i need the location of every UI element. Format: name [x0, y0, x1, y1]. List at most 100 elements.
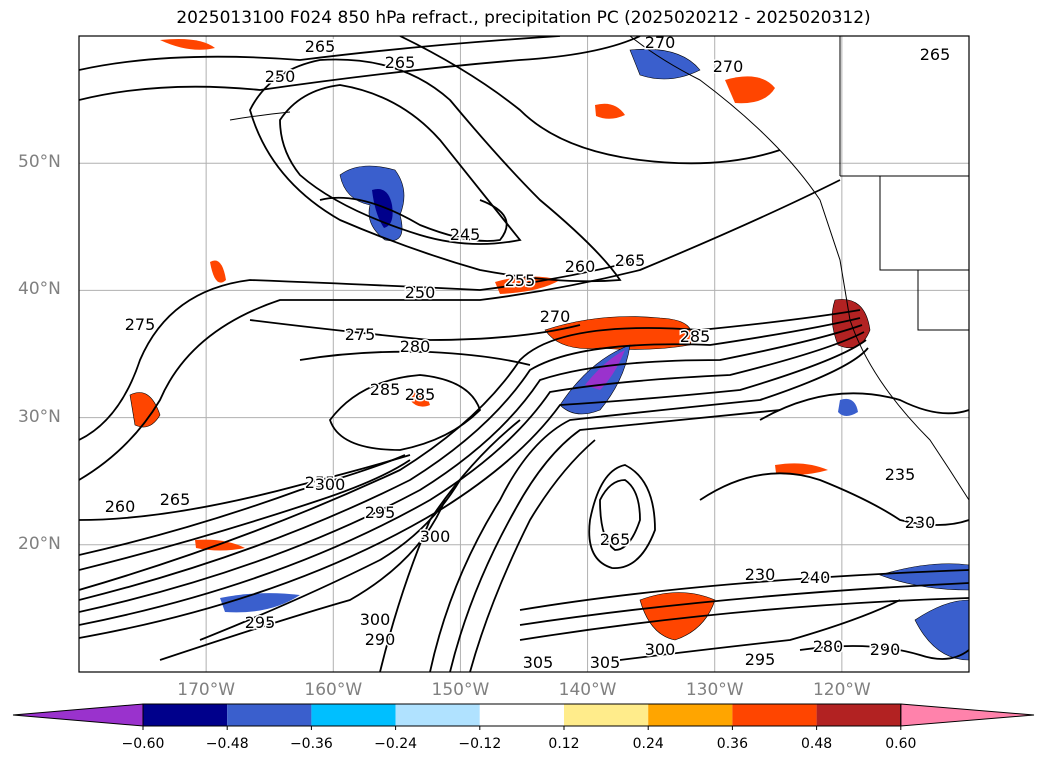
precip-blob-blue [629, 48, 701, 80]
contour-label: 270 [540, 307, 571, 326]
contour-label: 255 [305, 473, 336, 492]
contour-label: 285 [680, 327, 711, 346]
contour-line [799, 645, 969, 660]
contour-line [249, 319, 581, 341]
chart-title: 2025013100 F024 850 hPa refract., precip… [176, 8, 871, 28]
contour-label: 295 [365, 503, 396, 522]
contour-line [79, 36, 561, 71]
precip-blob-orange [160, 39, 215, 50]
contour-line [299, 350, 531, 366]
contour-line [429, 347, 869, 672]
precip-blob-orange [410, 391, 430, 407]
contour-label: 305 [523, 653, 554, 672]
contour-line [79, 324, 863, 613]
contour-line [79, 331, 865, 626]
contour-label: 265 [920, 45, 951, 64]
contour-line [79, 459, 411, 571]
contour-line [599, 479, 641, 551]
contour-line [449, 409, 781, 672]
colorbar-tick-label: 0.60 [885, 736, 917, 752]
colorbar-segment [816, 704, 901, 726]
colorbar-tick-label: −0.36 [289, 736, 333, 752]
contour-label: 245 [450, 225, 481, 244]
contour-label: 250 [265, 67, 296, 86]
colorbar-segment [227, 704, 312, 726]
contour-label: 250 [405, 283, 436, 302]
lon-tick-label: 150°W [431, 680, 490, 700]
lon-tick-label: 160°W [304, 680, 363, 700]
contour-line [79, 259, 641, 441]
contour-line [519, 582, 969, 626]
map-frame [78, 35, 970, 673]
contour-label: 230 [905, 513, 936, 532]
colorbar-segment [311, 704, 396, 726]
colorbar-extend-low [12, 703, 144, 727]
contour-line [249, 58, 622, 283]
contour-label: 235 [885, 465, 916, 484]
contour-label: 290 [365, 630, 396, 649]
lon-tick-label: 130°W [685, 680, 744, 700]
contour-label: 270 [713, 57, 744, 76]
contour-line [79, 36, 641, 101]
contour-line [519, 597, 969, 641]
lat-tick-label: 30°N [18, 406, 61, 427]
contour-line [328, 374, 482, 451]
contour-line [79, 454, 406, 556]
contour-label: 300 [420, 527, 451, 546]
colorbar-tick-label: 0.48 [801, 736, 833, 752]
colorbar-tick-label: −0.48 [205, 736, 249, 752]
contour-label: 275 [345, 325, 376, 344]
precip-blob-orange [775, 463, 828, 475]
colorbar-segment [648, 704, 733, 726]
precip-blob-purple [585, 350, 625, 390]
contour-label: 290 [870, 640, 901, 659]
colorbar-tick-label: −0.60 [121, 736, 165, 752]
contour-label: 280 [400, 337, 431, 356]
colorbar-tick-label: 0.24 [632, 736, 664, 752]
contour-label: 270 [645, 33, 676, 52]
colorbar-tick-label: −0.12 [458, 736, 502, 752]
coastline [229, 36, 969, 501]
colorbar-segment [564, 704, 649, 726]
colorbar-segment [395, 704, 480, 726]
contour-labels: 265 265 270 250 270 265 245 250 255 260 265 275 280 2… [103, 33, 952, 672]
contour-line [199, 479, 461, 641]
colorbar-frame [142, 703, 902, 727]
colorbar-tick-label: 0.12 [548, 736, 580, 752]
contour-label: 305 [590, 653, 621, 672]
contour-label: 295 [245, 613, 276, 632]
contour-label: 300 [360, 610, 391, 629]
contour-label: 265 [385, 53, 416, 72]
contour-label: 265 [160, 490, 191, 509]
colorbar-segment [732, 704, 817, 726]
contour-label: 265 [305, 37, 336, 56]
lon-tick-label: 140°W [558, 680, 617, 700]
lon-tick-label: 170°W [177, 680, 236, 700]
contour-line [699, 472, 969, 526]
contour-line [759, 392, 969, 421]
contour-label: 280 [813, 637, 844, 656]
contour-line [379, 419, 521, 672]
contour-label: 300 [645, 640, 676, 659]
contour-line [79, 454, 411, 521]
contour-line [588, 464, 656, 569]
colorbar-tick-label: −0.24 [374, 736, 418, 752]
contour-label: 240 [800, 568, 831, 587]
contour-label: 230 [745, 565, 776, 584]
colorbar-segment [479, 704, 564, 726]
refractivity-contours [79, 36, 969, 672]
contour-line [619, 599, 901, 661]
precip-blob-orange [595, 103, 625, 119]
contour-label: 285 [370, 380, 401, 399]
contour-label: 275 [125, 315, 156, 334]
contour-label: 265 [600, 530, 631, 549]
precip-blob-orange [210, 260, 226, 283]
lat-tick-label: 20°N [18, 533, 61, 554]
contour-line [519, 569, 969, 611]
contour-line [319, 196, 508, 242]
contour-line [399, 36, 781, 165]
contour-line [79, 309, 861, 591]
contour-label: 285 [405, 385, 436, 404]
contour-label: 265 [615, 251, 646, 270]
